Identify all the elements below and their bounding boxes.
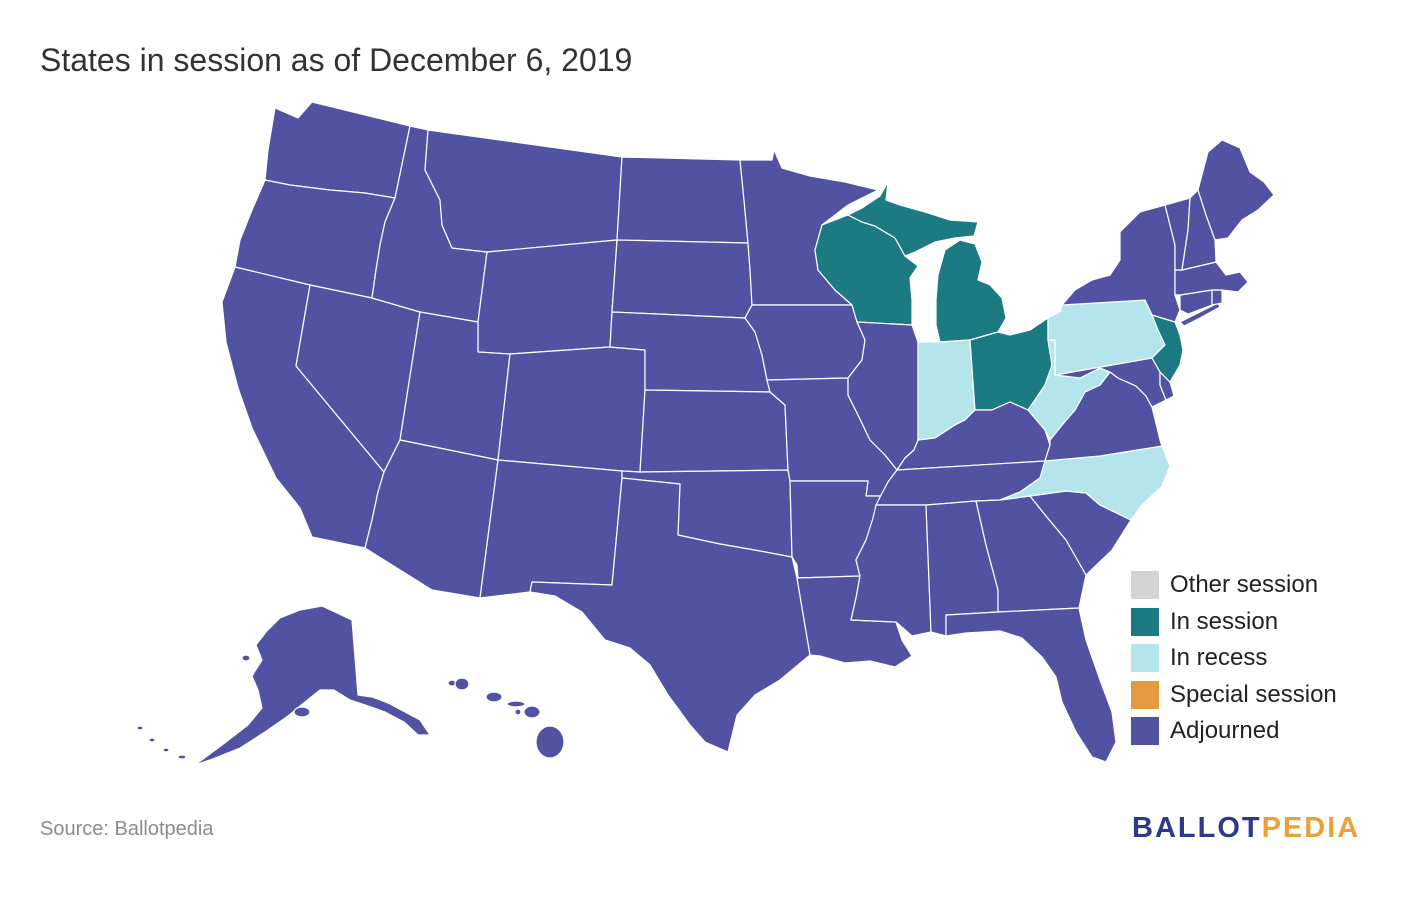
state-alaska [136,605,431,766]
map-title: States in session as of December 6, 2019 [40,42,633,78]
state-maine [1197,139,1275,241]
hawaii-lanai [514,708,522,716]
aleutian-island [148,737,156,743]
state-texas [529,477,811,753]
state-kentucky [896,401,1051,471]
kodiak-island [293,706,311,718]
legend-item-adjourned: Adjourned [1131,713,1337,750]
michigan-lower-peninsula [935,239,1007,343]
state-south-dakota [611,239,753,319]
state-new-mexico [479,459,623,599]
state-florida [945,607,1117,763]
legend-swatch [1131,680,1159,709]
state-new-york [1061,204,1221,327]
hawaii-kauai [454,677,470,691]
aleutian-island [162,747,170,753]
state-north-carolina [999,445,1171,521]
state-new-jersey [1151,314,1184,383]
hawaii-big-island [535,725,565,759]
state-colorado [497,346,646,473]
aleutian-island [177,754,187,760]
legend-label: In session [1170,607,1279,635]
legend-label: Special session [1170,680,1337,708]
nunivak-island [241,654,251,662]
legend-swatch [1131,607,1159,636]
legend-label: Other session [1170,571,1319,599]
hawaii-oahu [485,691,503,703]
state-kansas [639,389,789,473]
state-rhode-island [1211,289,1223,306]
state-michigan [847,181,1007,343]
hawaii-maui [523,705,541,719]
ballotpedia-logo: BALLOTPEDIA [1132,812,1360,845]
legend-item-in-session: In session [1131,604,1337,641]
map-legend: Other session In session In recess Speci… [1131,567,1337,750]
hawaii-molokai [506,700,526,708]
legend-label: Adjourned [1170,717,1280,745]
legend-swatch [1131,717,1159,746]
alaska-mainland [194,605,431,766]
michigan-upper-peninsula [847,181,979,257]
legend-label: In recess [1170,644,1268,672]
legend-item-other-session: Other session [1131,567,1337,604]
aleutian-island [136,725,144,731]
legend-swatch [1131,644,1159,673]
logo-part-ballot: BALLOT [1132,812,1262,844]
legend-item-in-recess: In recess [1131,640,1337,677]
legend-item-special-session: Special session [1131,677,1337,714]
legend-swatch [1131,571,1159,600]
source-note: Source: Ballotpedia [40,818,214,840]
state-wyoming [477,239,618,355]
state-washington [264,101,411,199]
logo-part-pedia: PEDIA [1261,812,1361,844]
long-island [1179,302,1221,327]
state-hawaii [447,677,565,759]
state-north-dakota [616,156,749,244]
state-montana [424,129,623,253]
